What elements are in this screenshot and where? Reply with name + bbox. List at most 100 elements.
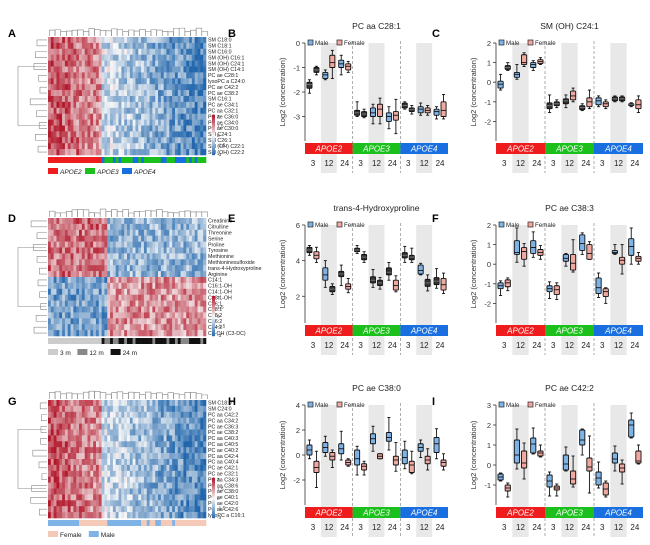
heatmap-cell	[183, 143, 187, 150]
annotation-cell	[155, 338, 159, 344]
heatmap-cell	[149, 265, 153, 272]
heatmap-cell	[138, 459, 142, 466]
annotation-cell	[101, 338, 105, 344]
chart-title: PC ae C38:0	[352, 383, 401, 393]
heatmap-cell	[189, 476, 193, 483]
heatmap-cell	[81, 223, 85, 231]
heatmap-cell	[110, 435, 114, 442]
heatmap-cell	[143, 37, 148, 44]
heatmap-cell	[67, 494, 71, 501]
heatmap-cell	[56, 84, 60, 91]
heatmap-cell	[90, 312, 94, 319]
heatmap-cell	[189, 470, 193, 477]
genotype-strip-apoe3	[545, 325, 594, 336]
heatmap-cell	[62, 96, 66, 103]
heatmap-cell	[155, 429, 159, 436]
heatmap-cell	[115, 78, 119, 85]
box	[602, 287, 609, 304]
heatmap-cell	[200, 101, 204, 109]
heatmap-cell	[84, 241, 88, 248]
heatmap-cell	[152, 282, 156, 290]
heatmap-cell	[107, 330, 111, 337]
box-body	[586, 97, 593, 108]
heatmap-cell	[169, 218, 173, 225]
heatmap-cell	[143, 411, 148, 418]
heatmap-cell	[203, 294, 207, 301]
heatmap-cell	[90, 113, 94, 120]
heatmap-cell	[93, 417, 97, 424]
heatmap-cell	[143, 405, 148, 413]
heatmap-cell	[107, 441, 111, 448]
heatmap-cell	[169, 259, 173, 266]
heatmap-cell	[132, 96, 136, 103]
heatmap-cell	[59, 223, 63, 231]
heatmap-cell	[135, 459, 139, 466]
heatmap-cell	[172, 143, 176, 150]
heatmap-cell	[50, 259, 54, 266]
heatmap-cell	[203, 84, 207, 91]
heatmap-cell	[118, 253, 122, 260]
heatmap-cell	[124, 96, 128, 103]
heatmap-cell	[138, 78, 142, 85]
heatmap-cell	[121, 113, 125, 120]
heatmap-cell	[158, 447, 162, 454]
colorscale-swatch	[212, 115, 215, 117]
heatmap-cell	[93, 453, 97, 460]
colorscale-swatch	[212, 119, 215, 121]
dendrogram-branch	[17, 66, 46, 126]
heatmap-cell	[194, 400, 198, 407]
heatmap-cell	[90, 405, 94, 413]
heatmap-cell	[98, 125, 102, 132]
heatmap-cell	[110, 119, 114, 126]
heatmap-cell	[200, 453, 204, 460]
heatmap-cell	[155, 464, 159, 472]
heatmap-cell	[98, 54, 102, 61]
heatmap-cell	[70, 506, 74, 513]
heatmap-cell	[73, 411, 77, 418]
heatmap-cell	[90, 66, 94, 73]
heatmap-cell	[183, 218, 187, 225]
heatmap-cell	[146, 417, 150, 424]
heatmap-cell	[101, 241, 105, 248]
genotype-strip-apoe2	[496, 325, 545, 336]
age-tick-label: 12	[324, 159, 333, 168]
heatmap-cell	[53, 125, 57, 132]
heatmap-cell	[135, 107, 139, 114]
heatmap-cell	[70, 107, 74, 114]
box	[345, 278, 352, 294]
heatmap-cell	[177, 90, 181, 97]
colorscale-swatch	[212, 492, 215, 494]
heatmap-cell	[70, 137, 74, 144]
dendrogram-leaf	[32, 244, 47, 251]
heatmap-cell	[194, 96, 198, 103]
heatmap-cell	[138, 125, 142, 132]
heatmap-cell	[56, 453, 60, 460]
box	[497, 280, 504, 297]
heatmap-cell	[200, 265, 204, 272]
heatmap-cell	[118, 277, 122, 284]
heatmap-cell	[104, 441, 108, 448]
heatmap-cell	[155, 247, 159, 254]
age-tick-label: 3	[502, 159, 507, 168]
heatmap-cell	[110, 54, 114, 61]
heatmap-cell	[163, 318, 167, 325]
heatmap-cell	[163, 125, 167, 132]
heatmap-cell	[79, 137, 83, 144]
box	[433, 268, 440, 289]
dendrogram-leaf	[173, 212, 180, 217]
heatmap-cell	[177, 464, 181, 472]
heatmap-cell	[127, 37, 131, 44]
heatmap-cell	[110, 60, 114, 67]
heatmap-cell	[104, 131, 108, 138]
heatmap-cell	[101, 149, 105, 156]
heatmap-cell	[73, 42, 77, 50]
heatmap-cell	[107, 476, 111, 483]
heatmap-cell	[76, 113, 80, 120]
heatmap-cell	[67, 282, 71, 290]
heatmap-cell	[101, 435, 105, 442]
heatmap-cell	[135, 300, 139, 307]
heatmap-cell	[79, 405, 83, 413]
legend-label: Male	[101, 532, 115, 539]
annotation-cell	[186, 157, 190, 163]
heatmap-cell	[132, 101, 136, 109]
